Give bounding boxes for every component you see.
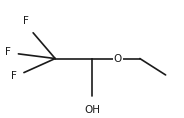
Text: OH: OH xyxy=(84,105,100,115)
Text: F: F xyxy=(11,71,17,81)
Text: O: O xyxy=(114,54,122,63)
Text: F: F xyxy=(5,46,11,57)
Text: F: F xyxy=(23,16,29,26)
